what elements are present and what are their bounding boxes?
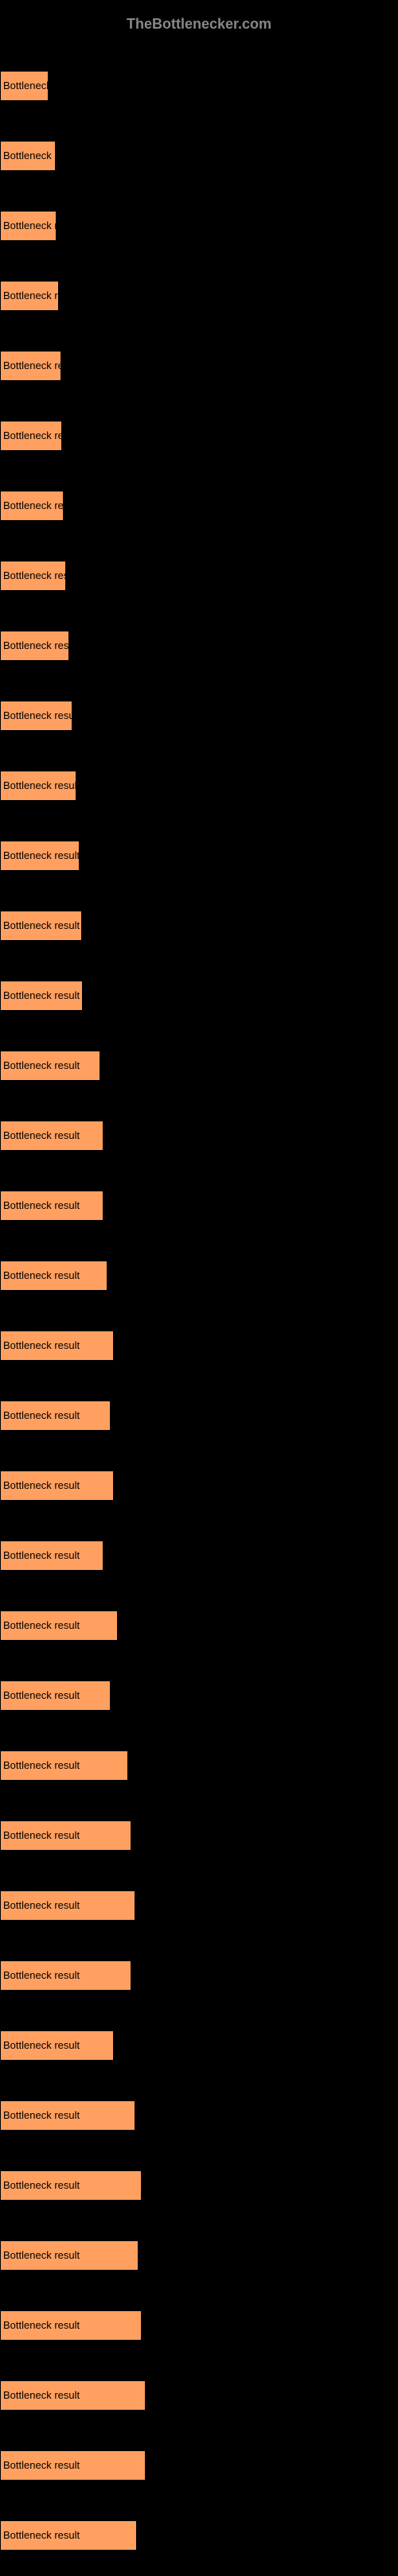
chart-bar-value: 50 xyxy=(142,2240,153,2271)
chart-bar-row: Bottleneck result4 xyxy=(0,1938,398,2008)
chart-bar-row: Bottleneck result xyxy=(0,1308,398,1378)
chart-bar-value: 50 xyxy=(140,2520,151,2551)
chart-bar-row: Bottleneck result xyxy=(0,818,398,888)
chart-bar-label: Bottleneck result xyxy=(3,631,69,661)
chart-bar-label: Bottleneck result xyxy=(3,71,49,101)
chart-bar-label: Bottleneck result xyxy=(3,491,64,521)
chart-bar-label: Bottleneck result xyxy=(3,1191,103,1221)
chart-bar-row: Bottleneck result xyxy=(0,608,398,678)
chart-bar-row: Bottleneck result51 xyxy=(0,2148,398,2218)
chart-bar-row: Bottleneck result xyxy=(0,888,398,958)
chart-bar-row: Bottleneck result xyxy=(0,678,398,748)
bottleneck-chart: Bottleneck resultBottleneck resultBottle… xyxy=(0,49,398,2568)
chart-bar-label: Bottleneck result xyxy=(3,841,80,871)
chart-bar-row: Bottleneck result xyxy=(0,2008,398,2078)
chart-bar-label: Bottleneck result xyxy=(3,911,82,941)
chart-bar-label: Bottleneck result xyxy=(3,1331,114,1361)
chart-bar-row: Bottleneck result xyxy=(0,1658,398,1728)
chart-bar-row: Bottleneck result xyxy=(0,258,398,328)
chart-bar-row: Bottleneck result525 xyxy=(0,2358,398,2428)
chart-bar-value: 4 xyxy=(131,1750,137,1781)
chart-bar-label: Bottleneck result xyxy=(3,281,59,311)
chart-bar-label: Bottleneck result xyxy=(3,421,62,451)
chart-bar-row: Bottleneck result4 xyxy=(0,1728,398,1798)
chart-bar-label: Bottleneck result xyxy=(3,211,57,241)
chart-bar-label: Bottleneck result xyxy=(3,2100,135,2131)
chart-bar-row: Bottleneck result49 xyxy=(0,1868,398,1938)
chart-bar-label: Bottleneck result xyxy=(3,981,83,1011)
chart-bar-row: Bottleneck result xyxy=(0,468,398,538)
chart-bar-label: Bottleneck result xyxy=(3,141,56,171)
chart-bar-label: Bottleneck result xyxy=(3,2380,146,2411)
chart-bar-label: Bottleneck result xyxy=(3,1750,128,1781)
page-title: TheBottlenecker.com xyxy=(0,8,398,49)
chart-bar-row: Bottleneck result xyxy=(0,1098,398,1168)
chart-bar-value: 49 xyxy=(139,1890,150,1921)
chart-bar-row: Bottleneck result xyxy=(0,119,398,188)
chart-bar-row: Bottleneck result4 xyxy=(0,1798,398,1868)
chart-bar-row: Bottleneck result xyxy=(0,1168,398,1238)
chart-bar-label: Bottleneck result xyxy=(3,1890,135,1921)
chart-bar-row: Bottleneck result xyxy=(0,748,398,818)
chart-bar-label: Bottleneck result xyxy=(3,2170,142,2201)
chart-plot-area: Bottleneck resultBottleneck resultBottle… xyxy=(0,49,398,2568)
chart-bar-row: Bottleneck result xyxy=(0,49,398,119)
chart-bar-row: Bottleneck result50 xyxy=(0,2218,398,2288)
chart-bar-value: 51 xyxy=(145,2310,156,2341)
chart-bar-row: Bottleneck result xyxy=(0,1238,398,1308)
chart-bar-row: Bottleneck result51 xyxy=(0,2288,398,2358)
chart-bar-value: 525 xyxy=(149,2380,166,2411)
chart-bar-label: Bottleneck result xyxy=(3,561,66,591)
chart-bar-label: Bottleneck result xyxy=(3,701,72,731)
chart-bar-label: Bottleneck result xyxy=(3,2450,146,2481)
chart-bar-row: Bottleneck result xyxy=(0,328,398,398)
chart-bar-label: Bottleneck result xyxy=(3,2240,139,2271)
chart-bar-row: Bottleneck result50 xyxy=(0,2498,398,2568)
chart-bar-row: Bottleneck result52.6 xyxy=(0,2428,398,2498)
chart-bar-row: Bottleneck result xyxy=(0,188,398,258)
chart-bar-label: Bottleneck result xyxy=(3,1960,131,1991)
chart-bar-row: Bottleneck result xyxy=(0,1588,398,1658)
chart-bar-label: Bottleneck result xyxy=(3,1261,107,1291)
chart-bar-row: Bottleneck result xyxy=(0,398,398,468)
chart-bar-row: Bottleneck result xyxy=(0,1518,398,1588)
chart-bar-value: 52.6 xyxy=(149,2450,169,2481)
chart-bar-label: Bottleneck result xyxy=(3,1121,103,1151)
chart-bar-row: Bottleneck result49 xyxy=(0,2078,398,2148)
chart-bar-label: Bottleneck result xyxy=(3,1541,103,1571)
chart-bar-row: Bottleneck result xyxy=(0,538,398,608)
chart-bar-row: Bottleneck result xyxy=(0,1448,398,1518)
chart-bar-row: Bottleneck result xyxy=(0,958,398,1028)
chart-bar-value: 4 xyxy=(135,1820,140,1851)
chart-bar-label: Bottleneck result xyxy=(3,2520,137,2551)
chart-bar-value: 51 xyxy=(145,2170,156,2201)
chart-bar-label: Bottleneck result xyxy=(3,1820,131,1851)
chart-bar-label: Bottleneck result xyxy=(3,1471,114,1501)
chart-bar-label: Bottleneck result xyxy=(3,1680,111,1711)
chart-bar-row: Bottleneck result xyxy=(0,1028,398,1098)
chart-bar-label: Bottleneck result xyxy=(3,771,76,801)
chart-bar-label: Bottleneck result xyxy=(3,1610,118,1641)
chart-bar-value: 4 xyxy=(135,1960,140,1991)
chart-bar-label: Bottleneck result xyxy=(3,2310,142,2341)
chart-bar-label: Bottleneck result xyxy=(3,1051,100,1081)
chart-bar-label: Bottleneck result xyxy=(3,1401,111,1431)
chart-bar-label: Bottleneck result xyxy=(3,351,61,381)
chart-bar-value: 49 xyxy=(139,2100,150,2131)
chart-bar-row: Bottleneck result xyxy=(0,1378,398,1448)
chart-bar-label: Bottleneck result xyxy=(3,2030,114,2061)
